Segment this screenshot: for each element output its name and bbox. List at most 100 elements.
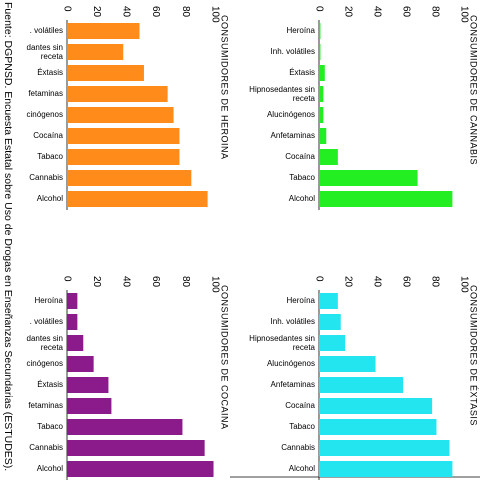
chart-title: CONSUMIDORES DE COCAINA — [220, 285, 230, 430]
category-label: Éxtasis — [37, 68, 63, 77]
category-label: . volátiles — [30, 317, 63, 326]
x-tick-label: 60 — [400, 6, 411, 18]
chart-title: CONSUMIDORES DE ÉXTASIS — [469, 285, 479, 426]
bar — [67, 335, 84, 351]
bar — [319, 107, 324, 123]
category-label: Cocaína — [33, 131, 63, 140]
category-label: Tabaco — [37, 152, 63, 161]
x-tick-label: 80 — [180, 276, 191, 288]
x-tick-label: 0 — [313, 276, 324, 282]
category-label: Tabaco — [289, 173, 315, 182]
category-label: Anfetaminas — [271, 380, 315, 389]
x-tick-label: 60 — [400, 276, 411, 288]
bar — [67, 461, 214, 477]
category-label: Inh. volátiles — [271, 317, 315, 326]
x-tick-label: 100 — [209, 276, 220, 293]
category-label: Alucinógenos — [267, 110, 315, 119]
category-label: cinógenos — [27, 359, 63, 368]
bar — [67, 149, 180, 165]
bar — [67, 128, 180, 144]
x-tick-label: 80 — [429, 6, 440, 18]
category-label: Heroína — [35, 296, 64, 305]
bar — [319, 149, 338, 165]
bar — [319, 65, 325, 81]
category-label: Tabaco — [37, 422, 63, 431]
x-tick-label: 40 — [371, 6, 382, 18]
bar — [319, 128, 327, 144]
bar — [67, 419, 183, 435]
bar — [319, 461, 453, 477]
bar — [319, 356, 376, 372]
bar — [319, 398, 433, 414]
category-label: Heroína — [287, 296, 316, 305]
category-label: Alucinógenos — [267, 359, 315, 368]
bar — [67, 65, 144, 81]
category-label: Alcohol — [37, 464, 63, 473]
category-label: Alcohol — [289, 464, 315, 473]
category-label: cinógenos — [27, 110, 63, 119]
category-label: Éxtasis — [37, 380, 63, 389]
category-label: Inh. volátiles — [271, 47, 315, 56]
bar — [67, 314, 78, 330]
category-label: Hipnosedantes sin receta — [249, 334, 315, 352]
category-label: Tabaco — [289, 422, 315, 431]
bar — [319, 191, 453, 207]
x-tick-label: 40 — [371, 276, 382, 288]
x-tick-label: 0 — [61, 6, 72, 12]
bar — [319, 293, 338, 309]
bar — [319, 419, 437, 435]
bar — [319, 170, 418, 186]
bar — [67, 23, 140, 39]
bar — [67, 440, 205, 456]
source: Fuente: DGPNSD. Encuesta Estatal sobre U… — [2, 2, 14, 471]
category-label: Cannabis — [281, 443, 315, 452]
category-label: Anfetaminas — [271, 131, 315, 140]
category-label: Cannabis — [29, 443, 63, 452]
category-label: Éxtasis — [289, 68, 315, 77]
x-tick-label: 60 — [150, 6, 161, 18]
bar — [319, 44, 321, 60]
x-tick-label: 100 — [458, 276, 469, 293]
x-tick-label: 100 — [458, 6, 469, 23]
bar — [67, 377, 109, 393]
chart-title: CONSUMIDORES DE CANNABIS — [469, 15, 479, 165]
x-tick-label: 0 — [313, 6, 324, 12]
bar — [67, 398, 112, 414]
x-tick-label: 20 — [342, 6, 353, 18]
bar — [319, 440, 450, 456]
bar — [319, 23, 321, 39]
bar — [319, 335, 346, 351]
category-label: Hipnosedantes sin receta — [249, 85, 315, 103]
x-tick-label: 80 — [180, 6, 191, 18]
bar — [67, 44, 124, 60]
bar — [67, 86, 168, 102]
category-label: Cocaína — [285, 401, 315, 410]
category-label: Cannabis — [29, 173, 63, 182]
x-tick-label: 60 — [150, 276, 161, 288]
x-tick-label: 100 — [209, 6, 220, 23]
category-label: dantes sin receta — [27, 334, 64, 352]
category-label: fetaminas — [28, 401, 63, 410]
bar — [319, 86, 324, 102]
category-label: Alcohol — [37, 194, 63, 203]
bar — [67, 191, 208, 207]
x-tick-label: 0 — [61, 276, 72, 282]
category-label: fetaminas — [28, 89, 63, 98]
category-label: Cocaína — [285, 152, 315, 161]
bar — [67, 356, 94, 372]
bar — [67, 107, 174, 123]
category-label: . volátiles — [30, 26, 63, 35]
bar — [67, 170, 192, 186]
category-label: dantes sin receta — [27, 43, 64, 61]
x-tick-label: 40 — [121, 276, 132, 288]
chart-title: CONSUMIDORES DE HEROINA — [220, 15, 230, 160]
x-tick-label: 80 — [429, 276, 440, 288]
bar — [67, 293, 78, 309]
bar — [319, 377, 404, 393]
x-tick-label: 20 — [342, 276, 353, 288]
category-label: Heroína — [287, 26, 316, 35]
bar — [319, 314, 341, 330]
category-label: Alcohol — [289, 194, 315, 203]
x-tick-label: 20 — [91, 276, 102, 288]
